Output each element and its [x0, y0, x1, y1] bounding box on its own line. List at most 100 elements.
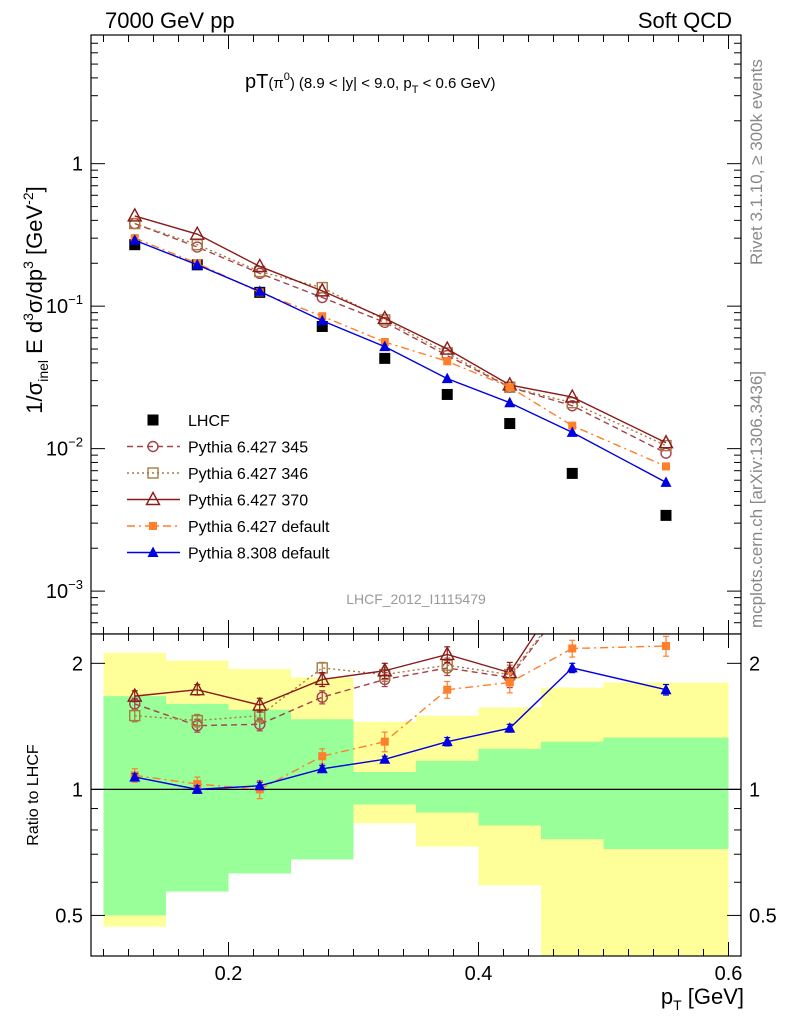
ratio-point-pythia-6-427-default [443, 685, 452, 694]
legend-label: Pythia 6.427 345 [188, 440, 308, 457]
ratio-series-layer [127, 634, 672, 800]
ratio-line-pythia-6-427-default [134, 645, 667, 791]
ratio-point-pythia-8-308-default [566, 661, 578, 673]
analysis-id-label: LHCF_2012_I1115479 [346, 591, 486, 607]
main-title: pT(π0) (8.9 < |y| < 9.0, pT < 0.6 GeV) [245, 71, 496, 96]
point-pythia-8-308-default [504, 396, 516, 408]
legend-marker [147, 414, 159, 426]
point-lhcf [566, 467, 578, 479]
legend-item-lhcf: LHCF [147, 413, 230, 430]
main-series-layer [127, 207, 674, 521]
point-pythia-6-427-370 [252, 257, 268, 273]
point-pythia-6-427-370 [127, 207, 143, 222]
legend-label: Pythia 8.308 default [188, 546, 330, 563]
legend-marker [147, 440, 159, 453]
y-tick-label: 1 [72, 154, 83, 176]
legend-marker [145, 491, 161, 506]
inner-band [353, 772, 416, 805]
legend-item-pythia-8-308-default: Pythia 8.308 default [127, 546, 330, 563]
ratio-y-tick-label-right: 2 [749, 653, 760, 675]
ratio-point-pythia-6-427-default [318, 752, 327, 761]
legend-marker [149, 522, 157, 530]
point-pythia-8-308-default [379, 340, 391, 352]
legend-item-pythia-6-427-default: Pythia 6.427 default [127, 519, 330, 536]
point-lhcf [441, 388, 453, 400]
ratio-point-pythia-6-427-370 [127, 687, 143, 702]
ratio-point-pythia-8-308-default [441, 735, 453, 747]
ratio-point-pythia-6-427-default [505, 678, 514, 687]
rivet-version-label: Rivet 3.1.10, ≥ 300k events [747, 59, 766, 265]
legend-item-pythia-6-427-346: Pythia 6.427 346 [127, 466, 308, 483]
point-pythia-8-308-default [441, 372, 453, 384]
ratio-point-pythia-6-427-default [380, 737, 389, 746]
ratio-frame [90, 633, 742, 957]
point-lhcf [316, 320, 328, 332]
ratio-point-pythia-8-308-default [191, 783, 203, 794]
point-pythia-8-308-default [316, 314, 328, 326]
inner-band [416, 760, 479, 813]
point-pythia-8-308-default [191, 258, 203, 270]
ratio-point-pythia-6-427-default [662, 641, 670, 650]
mcplots-label: mcplots.cern.ch [arXiv:1306.3436] [747, 371, 766, 628]
point-pythia-6-427-default [662, 462, 670, 471]
x-axis-label: pT [GeV] [661, 984, 744, 1013]
ratio-series-pythia-8-308-default [129, 661, 672, 794]
point-pythia-8-308-default [129, 234, 141, 245]
y-tick-label: 10−2 [46, 435, 83, 461]
header-right: Soft QCD [638, 8, 732, 33]
point-lhcf [660, 509, 672, 521]
ratio-point-pythia-6-427-370 [439, 645, 455, 661]
point-pythia-6-427-370 [564, 388, 580, 403]
legend-label: Pythia 6.427 370 [188, 493, 308, 510]
legend-item-pythia-6-427-345: Pythia 6.427 345 [127, 440, 308, 457]
point-lhcf [504, 418, 516, 430]
ratio-point-pythia-8-308-default [379, 753, 391, 764]
ratio-series-pythia-6-427-370 [127, 634, 537, 713]
main-y-axis-label: 1/σinel E d3σ/dp3 [GeV-2] [20, 186, 51, 413]
inner-band [103, 696, 166, 916]
ratio-y-tick-label-right: 0.5 [749, 905, 777, 927]
legend-item-pythia-6-427-370: Pythia 6.427 370 [127, 491, 308, 510]
header-left: 7000 GeV pp [105, 8, 235, 33]
uncertainty-bands [103, 652, 729, 956]
point-lhcf [379, 352, 391, 364]
series-pythia-8-308-default [129, 234, 672, 487]
legend-marker [147, 546, 159, 557]
ratio-point-pythia-6-427-346 [129, 709, 141, 722]
legend-label: LHCF [188, 413, 230, 430]
x-tick-label: 0.4 [465, 963, 493, 985]
y-tick-label: 10−3 [46, 577, 83, 603]
point-pythia-6-427-default [568, 421, 577, 430]
point-pythia-6-427-370 [189, 225, 205, 240]
inner-band [541, 741, 604, 840]
point-pythia-8-308-default [566, 426, 578, 437]
point-pythia-6-427-370 [314, 282, 330, 297]
ratio-point-pythia-6-427-370 [314, 671, 330, 686]
y-tick-label: 10−1 [46, 292, 83, 318]
ratio-y-tick-label: 1 [72, 779, 83, 801]
point-pythia-8-308-default [254, 285, 266, 296]
ratio-point-pythia-6-427-370 [189, 681, 205, 696]
ratio-point-pythia-6-427-370 [252, 696, 268, 711]
inner-band [478, 748, 541, 826]
point-pythia-8-308-default [660, 476, 672, 487]
ratio-point-pythia-8-308-default [316, 762, 328, 774]
ratio-y-tick-label: 2 [72, 653, 83, 675]
ratio-y-tick-label-right: 1 [749, 779, 760, 801]
series-line-pythia-6-427-345 [134, 222, 667, 454]
point-pythia-6-427-346 [129, 217, 141, 230]
ratio-y-axis-label: Ratio to LHCF [25, 744, 42, 846]
legend: LHCF Pythia 6.427 345 Pythia 6.427 346 Pyth… [127, 413, 330, 563]
ratio-point-pythia-8-308-default [660, 683, 672, 695]
ratio-point-pythia-6-427-default [568, 644, 577, 653]
point-pythia-6-427-370 [658, 434, 674, 449]
ratio-point-pythia-8-308-default [254, 779, 266, 791]
x-tick-label: 0.2 [215, 963, 243, 985]
ratio-point-pythia-6-427-345 [316, 691, 328, 703]
point-pythia-6-427-370 [377, 309, 393, 325]
point-pythia-6-427-default [443, 357, 452, 366]
x-tick-label: 0.6 [715, 963, 743, 985]
legend-label: Pythia 6.427 default [188, 519, 330, 536]
